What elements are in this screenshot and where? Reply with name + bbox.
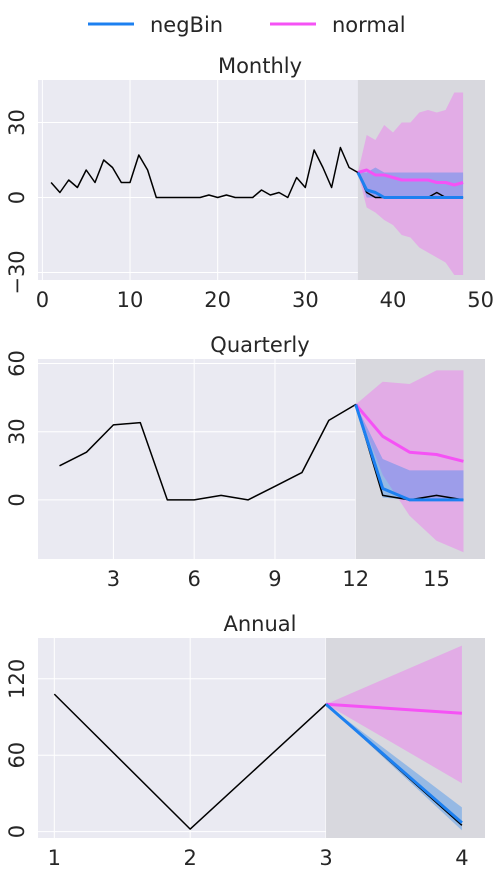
quarterly-negbin-interval <box>355 404 464 500</box>
quarterly-x-tick-label: 9 <box>268 567 281 591</box>
quarterly-actual-line <box>59 403 464 501</box>
quarterly-forecast-region <box>355 359 485 559</box>
legend-normal-label: normal <box>332 13 406 37</box>
quarterly-y-tick-label: 30 <box>5 418 29 445</box>
annual-x-tick-label: 2 <box>183 846 196 870</box>
monthly-x-tick-label: 40 <box>380 288 407 312</box>
quarterly-normal-mean-line <box>354 403 464 463</box>
annual-y-tick-label: 60 <box>5 742 29 769</box>
annual-y-tick-label: 120 <box>5 659 29 699</box>
monthly-title: Monthly <box>218 54 302 78</box>
monthly-normal-interval <box>357 92 464 275</box>
annual-forecast-region <box>326 638 485 838</box>
monthly-negbin-mean-line <box>356 171 464 199</box>
annual-normal-mean-line <box>325 702 462 715</box>
annual-panel: Annual 1 2 3 4 0 60 120 <box>5 612 485 870</box>
annual-x-tick-label: 1 <box>48 846 61 870</box>
monthly-y-tick-label: 0 <box>5 191 29 204</box>
quarterly-normal-interval <box>355 370 464 553</box>
monthly-x-tick-label: 30 <box>292 288 319 312</box>
annual-negbin-mean-line <box>325 703 463 824</box>
legend: negBin normal <box>88 13 406 37</box>
annual-x-tick-label: 4 <box>455 846 468 870</box>
monthly-x-tick-label: 50 <box>467 288 494 312</box>
quarterly-x-tick-label: 15 <box>423 567 450 591</box>
quarterly-y-tick-label: 0 <box>5 493 29 506</box>
monthly-x-tick-label: 20 <box>204 288 231 312</box>
quarterly-x-tick-label: 6 <box>187 567 200 591</box>
quarterly-title: Quarterly <box>210 333 309 357</box>
monthly-y-tick-label: −30 <box>5 250 29 294</box>
annual-y-tick-label: 0 <box>5 825 29 838</box>
monthly-x-tick-label: 10 <box>117 288 144 312</box>
annual-title: Annual <box>224 612 297 636</box>
annual-normal-interval <box>326 645 462 784</box>
quarterly-x-tick-label: 12 <box>342 567 369 591</box>
monthly-x-tick-label: 0 <box>36 288 49 312</box>
quarterly-y-tick-label: 60 <box>5 350 29 377</box>
legend-negbin-label: negBin <box>150 13 223 37</box>
quarterly-x-tick-label: 3 <box>107 567 120 591</box>
monthly-panel: Monthly 0 10 20 30 40 50 −30 0 30 <box>5 54 494 312</box>
annual-x-tick-label: 3 <box>319 846 332 870</box>
quarterly-negbin-mean-line <box>354 404 464 502</box>
monthly-normal-mean-line <box>357 168 464 187</box>
quarterly-panel: Quarterly 3 6 9 12 15 0 30 60 <box>5 333 485 591</box>
monthly-y-tick-label: 30 <box>5 109 29 136</box>
